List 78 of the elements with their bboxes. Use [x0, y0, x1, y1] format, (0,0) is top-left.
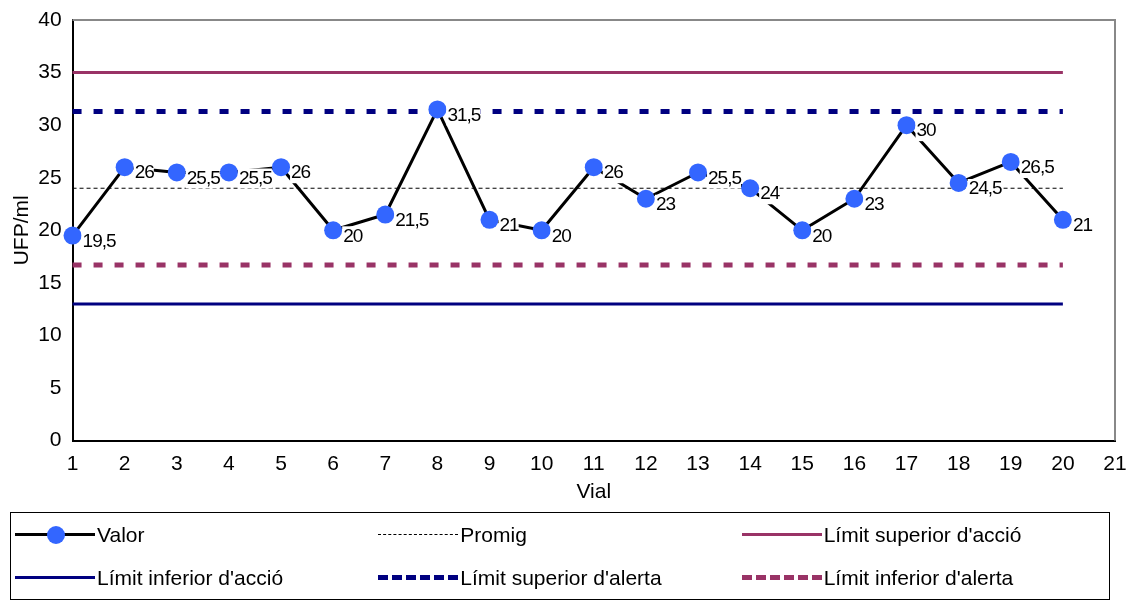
point: [115, 158, 134, 177]
legend-label: Valor: [97, 522, 145, 547]
point: [428, 100, 447, 119]
point: [272, 158, 291, 177]
data-label: 25,5: [186, 166, 221, 188]
x-tick-label: 10: [529, 451, 554, 474]
legend-label: Promig: [460, 522, 527, 547]
x-tick-label: 21: [1103, 451, 1127, 474]
data-label: 19,5: [82, 229, 116, 251]
legend-label: Límit superior d'acció: [823, 522, 1022, 547]
point: [324, 221, 343, 240]
point: [689, 163, 708, 182]
x-tick-label: 9: [483, 451, 496, 474]
data-label: 24: [760, 182, 781, 204]
y-tick-label: 40: [38, 6, 62, 30]
y-tick-label: 30: [38, 111, 62, 135]
x-tick-label: 19: [999, 451, 1023, 474]
data-label: 20: [551, 224, 572, 246]
x-tick-label: 14: [738, 451, 763, 474]
data-label: 23: [655, 192, 676, 214]
x-tick-label: 15: [790, 451, 814, 474]
data-label: 21: [1072, 214, 1093, 236]
point: [741, 179, 760, 198]
point: [219, 163, 238, 182]
point: [949, 173, 968, 192]
point: [793, 221, 812, 240]
data-label: 26: [291, 161, 311, 183]
data-label: 20: [812, 224, 832, 246]
x-tick-label: 4: [223, 451, 236, 474]
data-label: 23: [864, 192, 884, 214]
data-label: 26: [603, 161, 624, 183]
data-label: 26: [134, 161, 155, 183]
y-axis-title: UFP/ml: [9, 195, 33, 266]
x-tick-label: 7: [379, 451, 392, 474]
y-tick-label: 0: [49, 427, 62, 451]
y-tick-label: 5: [49, 374, 62, 398]
x-tick-label: 1: [66, 451, 79, 474]
point: [897, 116, 916, 135]
x-axis-title: Vial: [576, 479, 612, 503]
data-label: 26,5: [1020, 156, 1055, 178]
point: [584, 158, 603, 177]
point: [532, 221, 551, 240]
point: [376, 205, 395, 224]
legend-label: Límit inferior d'acció: [97, 565, 284, 590]
y-tick-label: 20: [38, 217, 62, 241]
point: [636, 189, 655, 208]
point: [1053, 210, 1072, 229]
point: [480, 210, 499, 229]
data-label: 25,5: [238, 166, 273, 188]
legend-label: Límit inferior d'alerta: [823, 565, 1014, 590]
y-tick-label: 10: [38, 322, 62, 346]
x-tick-label: 3: [170, 451, 183, 474]
data-label: 24,5: [968, 177, 1003, 199]
x-tick-label: 18: [946, 451, 971, 474]
x-tick-label: 16: [842, 451, 867, 474]
x-tick-label: 2: [118, 451, 131, 474]
x-tick-label: 6: [327, 451, 340, 474]
x-tick-label: 13: [686, 451, 710, 474]
x-tick-label: 11: [582, 451, 605, 474]
x-tick-label: 8: [431, 451, 444, 474]
x-tick-label: 17: [894, 451, 919, 474]
point: [845, 189, 864, 208]
legend-label: Límit superior d'alerta: [460, 565, 662, 590]
point: [63, 226, 82, 245]
point: [1001, 152, 1020, 171]
y-tick-label: 25: [38, 164, 62, 188]
y-tick-label: 35: [38, 59, 62, 83]
data-label: 31,5: [447, 103, 481, 125]
point: [167, 163, 186, 182]
x-tick-label: 20: [1051, 451, 1075, 474]
x-tick-label: 5: [275, 451, 287, 474]
data-label: 25,5: [708, 166, 742, 188]
x-tick-label: 12: [634, 451, 658, 474]
data-label: 21: [499, 214, 520, 236]
data-label: 30: [916, 119, 937, 141]
y-tick-label: 15: [38, 269, 62, 293]
data-label: 21,5: [395, 208, 429, 230]
data-label: 20: [343, 224, 363, 246]
